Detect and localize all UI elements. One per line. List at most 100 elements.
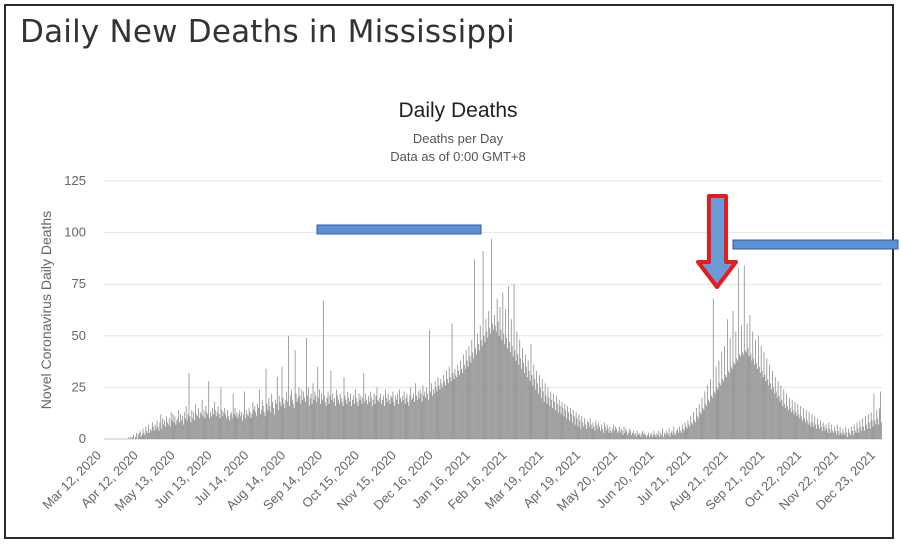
- bar: [182, 416, 183, 439]
- bar: [571, 422, 573, 439]
- bar: [666, 432, 668, 439]
- bar: [835, 434, 837, 439]
- bar: [806, 420, 808, 439]
- bar: [668, 428, 670, 439]
- bar: [454, 368, 456, 439]
- bar: [838, 434, 840, 439]
- bar: [623, 426, 625, 439]
- bar: [434, 381, 436, 439]
- bar: [350, 393, 351, 439]
- bar: [642, 430, 644, 439]
- bar: [191, 410, 193, 439]
- bar: [846, 432, 848, 439]
- bar: [174, 416, 176, 439]
- bar: [209, 418, 211, 439]
- bar: [521, 368, 522, 439]
- bar: [780, 385, 782, 439]
- bar: [802, 420, 803, 439]
- bar: [247, 416, 249, 439]
- bar: [658, 430, 660, 439]
- bar: [361, 403, 363, 439]
- page-title: Daily New Deaths in Mississippi: [20, 14, 515, 50]
- bar: [539, 387, 541, 439]
- bar: [460, 360, 461, 439]
- bar: [773, 393, 775, 439]
- bar: [860, 426, 862, 439]
- bar: [797, 403, 799, 439]
- bar: [503, 333, 505, 439]
- bar: [662, 428, 663, 439]
- bar: [688, 424, 690, 439]
- bar: [287, 401, 289, 439]
- bar: [673, 426, 675, 439]
- bar: [820, 426, 822, 439]
- bar: [813, 426, 815, 439]
- bar: [301, 389, 303, 439]
- bar: [213, 414, 214, 439]
- bar: [648, 432, 649, 439]
- bar: [543, 401, 545, 439]
- bar: [262, 405, 264, 439]
- bar: [220, 387, 222, 439]
- bar: [767, 379, 769, 439]
- bar: [162, 418, 164, 439]
- bar: [417, 391, 419, 439]
- bar: [280, 405, 282, 439]
- bar: [437, 377, 439, 439]
- bar: [257, 403, 258, 439]
- bar: [740, 356, 741, 439]
- bar: [476, 354, 477, 439]
- bar: [275, 403, 277, 439]
- bar: [128, 436, 130, 439]
- bar: [378, 401, 380, 439]
- bar: [776, 397, 778, 439]
- bar: [149, 432, 150, 439]
- bar: [750, 354, 752, 439]
- bar: [224, 408, 226, 439]
- bar: [555, 395, 557, 439]
- bar: [135, 432, 137, 439]
- bar: [277, 410, 279, 439]
- bar: [552, 408, 554, 439]
- bar: [394, 405, 396, 439]
- bar: [585, 424, 586, 439]
- bar: [840, 432, 842, 439]
- bar: [622, 434, 624, 439]
- bar: [513, 284, 515, 439]
- bar: [653, 430, 655, 439]
- bar: [852, 434, 854, 439]
- bar: [790, 412, 792, 439]
- bar: [600, 430, 601, 439]
- bar: [322, 300, 324, 439]
- bar: [775, 391, 777, 439]
- bar: [426, 387, 428, 439]
- bar: [296, 401, 298, 439]
- bar: [227, 410, 228, 439]
- bar: [736, 358, 738, 439]
- bar: [396, 399, 398, 439]
- bar: [567, 405, 569, 439]
- bar: [772, 370, 773, 439]
- bar: [527, 360, 529, 439]
- bar: [816, 428, 818, 439]
- bar: [830, 432, 832, 439]
- bar: [381, 403, 382, 439]
- bar: [384, 405, 385, 439]
- bar: [834, 426, 835, 439]
- bar: [439, 389, 441, 439]
- bar: [766, 358, 768, 439]
- bar: [429, 329, 430, 439]
- bar: [804, 422, 806, 439]
- bar: [152, 426, 154, 439]
- bar: [282, 397, 284, 439]
- bar: [481, 346, 483, 439]
- bar: [568, 412, 569, 439]
- bar: [865, 416, 866, 439]
- bar: [751, 360, 753, 439]
- bar: [289, 405, 290, 439]
- bar: [443, 375, 445, 439]
- bar: [556, 403, 558, 439]
- bar: [533, 364, 535, 439]
- chart-frame: [4, 4, 894, 539]
- bar: [732, 311, 734, 439]
